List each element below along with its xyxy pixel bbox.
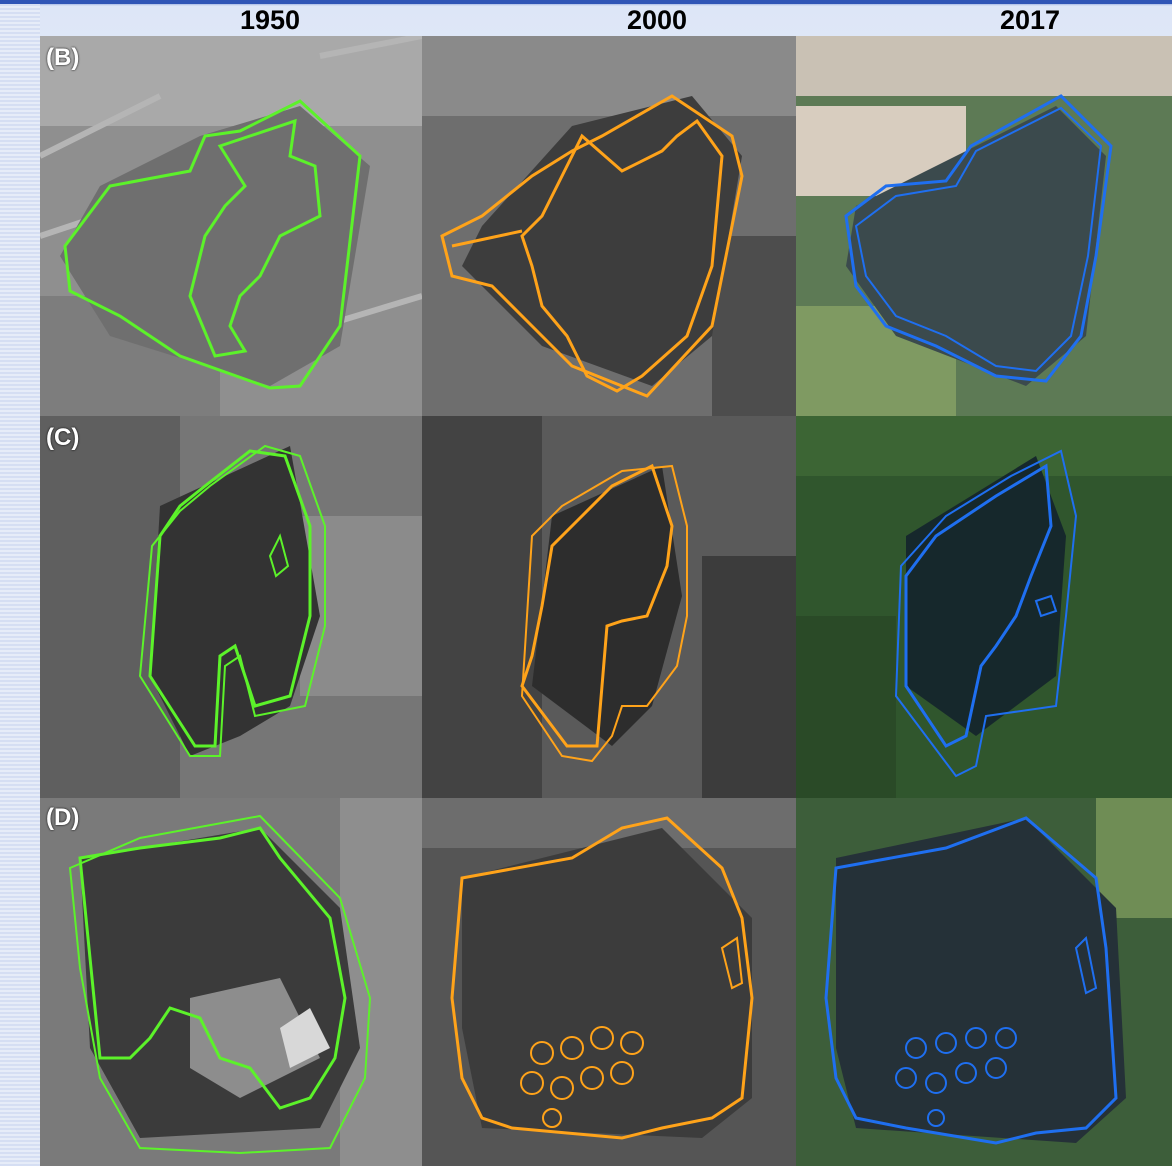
panel-b-2000	[422, 36, 796, 416]
panel-d-2000	[422, 798, 796, 1166]
panel-b-1950: (B)	[40, 36, 422, 416]
panel-d-1950: (D)	[40, 798, 422, 1166]
outline-1950-b	[63, 99, 362, 390]
panel-c-2000	[422, 416, 796, 798]
outline-2000-d	[450, 816, 754, 1140]
panel-c-1950: (C)	[40, 416, 422, 798]
column-header-2017: 2017	[999, 5, 1061, 35]
column-header-1950: 1950	[239, 5, 301, 35]
panel-c-2017	[796, 416, 1172, 798]
left-decorative-stripe	[0, 0, 40, 1166]
outline-2017-c	[904, 463, 1053, 748]
outline-1950-c	[148, 449, 312, 748]
row-label-b: (B)	[46, 44, 80, 71]
panel-d-2017	[796, 798, 1172, 1166]
top-accent-bar	[0, 0, 1172, 4]
outline-2000-b	[440, 94, 744, 398]
outline-2017-d	[824, 816, 1118, 1145]
outline-2000-c	[520, 463, 674, 748]
outline-1950-d	[78, 826, 347, 1110]
row-label-c: (C)	[46, 424, 80, 451]
panel-b-2017	[796, 36, 1172, 416]
outline-2017-b	[844, 94, 1113, 383]
column-header-2000: 2000	[626, 5, 688, 35]
row-label-d: (D)	[46, 804, 80, 831]
